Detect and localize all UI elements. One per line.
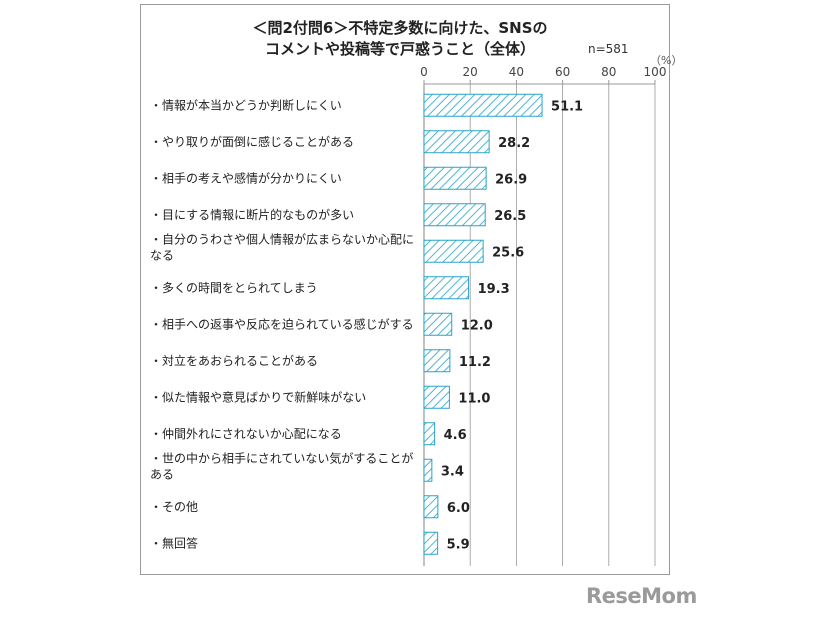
x-tick-label: 20 <box>463 65 478 79</box>
x-tick-label: 60 <box>555 65 570 79</box>
value-label: 51.1 <box>551 99 583 114</box>
bar <box>423 312 453 336</box>
value-label: 25.6 <box>492 245 524 260</box>
value-label: 5.9 <box>447 537 470 552</box>
x-tick-label: 80 <box>601 65 616 79</box>
value-label: 19.3 <box>478 282 510 297</box>
bar <box>423 166 487 190</box>
value-label: 26.9 <box>495 172 527 187</box>
value-label: 26.5 <box>494 209 526 224</box>
category-label: ・その他 <box>150 500 198 514</box>
chart-frame <box>140 4 670 575</box>
unit-label: （%） <box>650 54 683 67</box>
category-label: ある <box>150 467 174 481</box>
category-label: ・仲間外れにされないか心配になる <box>150 427 342 441</box>
value-label: 11.0 <box>458 391 490 406</box>
bar <box>423 349 451 373</box>
value-labels: 51.1 28.2 26.9 26.5 25.6 19.3 12.0 11.2 11.0 4.6 3… <box>441 99 583 552</box>
category-label: ・世の中から相手にされていない気がすることが <box>150 450 413 465</box>
category-label: なる <box>150 248 174 262</box>
category-label: ・目にする情報に断片的なものが多い <box>150 207 354 222</box>
category-labels: ・情報が本当かどうか判断しにくい・やり取りが面倒に感じることがある・相手の考えや… <box>150 97 414 550</box>
value-label: 12.0 <box>461 318 493 333</box>
bar <box>423 276 470 300</box>
value-label: 4.6 <box>444 428 467 443</box>
category-label: ・無回答 <box>150 535 198 550</box>
resemom-logo: ReseMom <box>586 584 697 608</box>
category-label: ・似た情報や意見ばかりで新鮮味がない <box>150 389 366 404</box>
value-label: 11.2 <box>459 355 491 370</box>
x-tick-label: 0 <box>420 65 428 79</box>
bar <box>423 93 543 117</box>
bar <box>423 422 436 446</box>
sample-size-label: n=581 <box>588 42 629 56</box>
category-label: ・情報が本当かどうか判断しにくい <box>150 97 342 112</box>
value-label: 3.4 <box>441 464 464 479</box>
bar <box>423 495 439 519</box>
grid-lines <box>423 84 656 566</box>
value-label: 6.0 <box>447 501 470 516</box>
chart-title: ＜問2付問6＞不特定多数に向けた、SNSの コメントや投稿等で戸惑うこと（全体） <box>190 18 610 60</box>
bar <box>423 458 433 482</box>
bar <box>423 385 450 409</box>
chart-title-line-1: ＜問2付問6＞不特定多数に向けた、SNSの <box>252 19 548 37</box>
bar <box>423 239 484 263</box>
chart-title-line-2: コメントや投稿等で戸惑うこと（全体） <box>264 40 535 58</box>
value-label: 28.2 <box>498 136 530 151</box>
x-axis-ticks: 0 20 40 60 80 100 <box>420 65 667 85</box>
category-label: ・相手の考えや感情が分かりにくい <box>150 170 342 185</box>
category-label: ・多くの時間をとられてしまう <box>150 281 318 295</box>
category-label: ・やり取りが面倒に感じることがある <box>150 134 354 149</box>
bar <box>423 130 490 154</box>
category-label: ・対立をあおられることがある <box>150 353 318 368</box>
bar <box>423 531 439 555</box>
x-tick-label: 40 <box>509 65 524 79</box>
bar <box>423 203 486 227</box>
category-label: ・相手への返事や反応を迫られている感じがする <box>150 316 414 331</box>
x-tick-label: 100 <box>644 65 667 79</box>
bars <box>423 93 543 555</box>
category-label: ・自分のうわさや個人情報が広まらないか心配に <box>150 231 414 246</box>
